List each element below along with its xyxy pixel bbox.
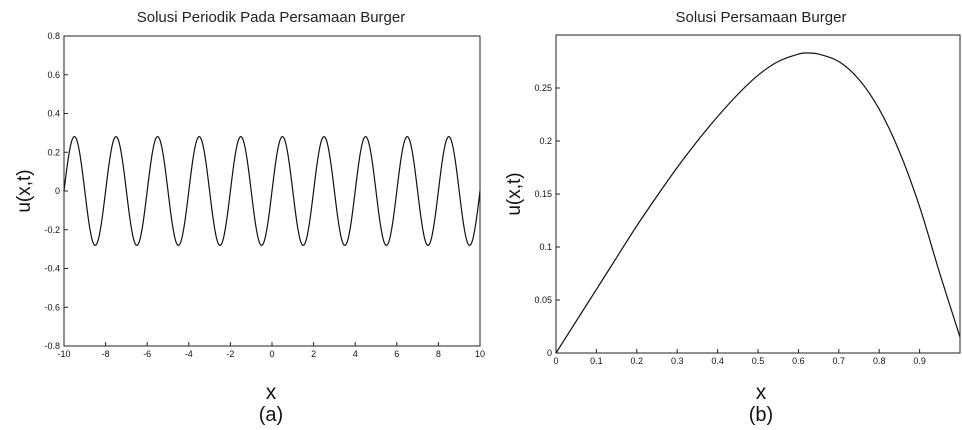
- chart-b-x-tick-label: 0.2: [631, 356, 644, 366]
- chart-a-x-tick-label: -10: [57, 349, 70, 359]
- chart-a-x-tick-label: 4: [353, 349, 358, 359]
- chart-a: Solusi Periodik Pada Persamaan Burger -0…: [14, 9, 485, 426]
- chart-b-y-tick-label: 0.2: [539, 136, 552, 146]
- chart-a-x-tick-label: -8: [102, 349, 110, 359]
- chart-a-x-tick-label: 0: [269, 349, 274, 359]
- chart-b-x-tick-label: 0.5: [752, 356, 765, 366]
- chart-b-x-tick-label: 0: [553, 356, 558, 366]
- chart-a-y-tick-label: 0.8: [47, 31, 60, 41]
- chart-a-y-tick-label: 0: [55, 186, 60, 196]
- chart-a-y-tick-label: 0.4: [47, 109, 60, 119]
- chart-a-series-line: [63, 135, 481, 247]
- chart-b-x-axis-label: x: [756, 381, 767, 404]
- chart-a-title: Solusi Periodik Pada Persamaan Burger: [137, 9, 405, 26]
- chart-a-y-tick-label: -0.8: [44, 341, 60, 351]
- chart-b-x-tick-label: 0.7: [833, 356, 846, 366]
- chart-b-y-tick-label: 0.05: [534, 295, 552, 305]
- chart-a-x-axis-label: x: [266, 381, 277, 404]
- chart-b-x-tick-label: 0.8: [873, 356, 886, 366]
- chart-a-x-tick-label: 2: [311, 349, 316, 359]
- chart-a-y-axis: -0.8 -0.6 -0.4 -0.2 0 0.2 0.4 0.6 0.8: [44, 31, 68, 351]
- chart-b-x-tick-label: 0.3: [671, 356, 684, 366]
- chart-b-x-tick-label: 0.9: [913, 356, 926, 366]
- chart-a-x-tick-label: 10: [475, 349, 485, 359]
- chart-a-y-tick-label: -0.6: [44, 302, 60, 312]
- chart-a-y-tick-label: -0.2: [44, 225, 60, 235]
- chart-a-caption: (a): [259, 404, 283, 426]
- chart-a-y-tick-label: -0.4: [44, 264, 60, 274]
- chart-b-series-line: [555, 52, 961, 354]
- chart-a-x-tick-label: 8: [436, 349, 441, 359]
- chart-b-x-axis: 0 0.1 0.2 0.3 0.4 0.5 0.6 0.7 0.8 0.9: [553, 349, 926, 366]
- chart-a-x-tick-label: -6: [143, 349, 151, 359]
- chart-a-x-tick-label: -4: [185, 349, 193, 359]
- chart-b-x-tick-label: 0.6: [792, 356, 805, 366]
- chart-b-y-tick-label: 0.25: [534, 83, 552, 93]
- chart-a-x-tick-label: 6: [394, 349, 399, 359]
- chart-b-title: Solusi Persamaan Burger: [676, 9, 847, 26]
- chart-a-x-axis: -10 -8 -6 -4 -2 0 2 4 6 8 10: [57, 342, 485, 359]
- chart-b-y-axis-label: u(x,t): [504, 172, 525, 215]
- chart-b-caption: (b): [749, 404, 773, 426]
- chart-b-y-tick-label: 0.1: [539, 242, 552, 252]
- chart-b-plot-frame: [555, 34, 961, 354]
- chart-a-x-tick-label: -2: [226, 349, 234, 359]
- chart-a-y-axis-label: u(x,t): [14, 169, 35, 212]
- chart-b-y-tick-label: 0: [547, 348, 552, 358]
- chart-a-y-tick-label: 0.6: [47, 70, 60, 80]
- chart-b-x-tick-label: 0.4: [711, 356, 724, 366]
- chart-b: Solusi Persamaan Burger 00.050.10.150.20…: [504, 9, 961, 426]
- chart-b-y-tick-label: 0.15: [534, 189, 552, 199]
- chart-a-y-tick-label: 0.2: [47, 147, 60, 157]
- chart-b-x-tick-label: 0.1: [590, 356, 603, 366]
